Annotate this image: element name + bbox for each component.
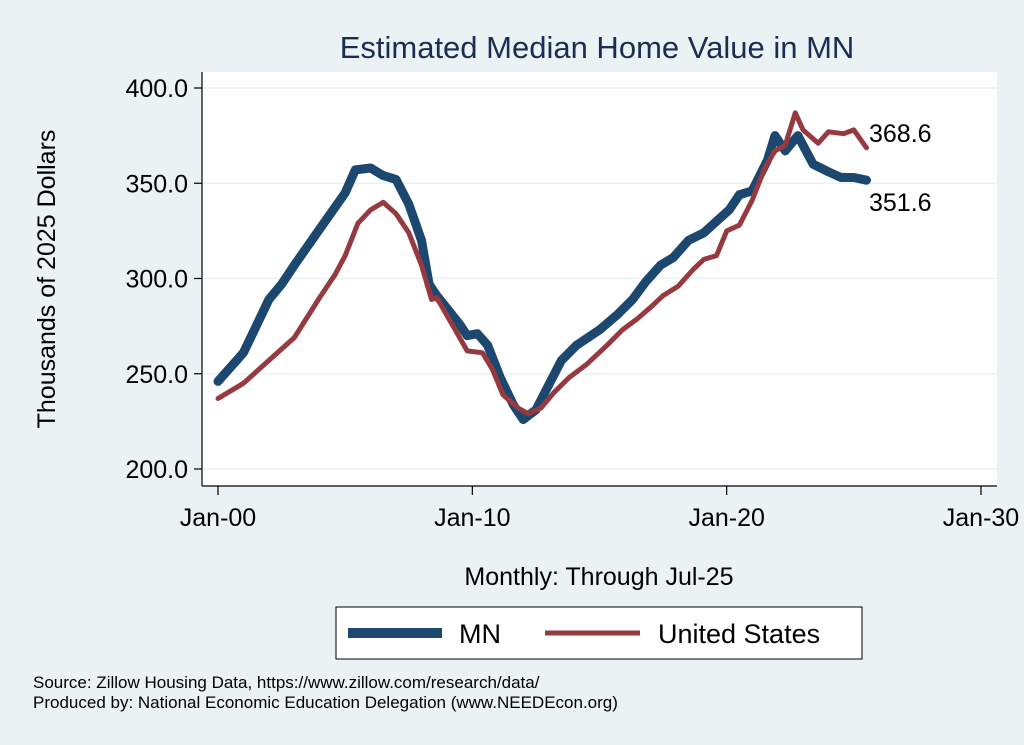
y-tick-label: 300.0 [125, 266, 188, 294]
series-line-us [215, 110, 869, 417]
x-axis-title: Monthly: Through Jul-25 [464, 563, 733, 591]
x-tick-label: Jan-20 [688, 504, 764, 532]
y-tick-label: 200.0 [125, 456, 188, 484]
series-line-mn [213, 131, 871, 424]
x-ticks: Jan-00 Jan-10 Jan-20 Jan-30 [180, 486, 1019, 532]
y-tick-label: 400.0 [125, 75, 188, 103]
x-tick-label: Jan-10 [434, 504, 510, 532]
series-layer [213, 110, 871, 424]
legend-label-mn: MN [459, 619, 501, 649]
source-note: Source: Zillow Housing Data, https://www… [33, 673, 540, 692]
footer: Source: Zillow Housing Data, https://www… [33, 673, 618, 713]
chart-title: Estimated Median Home Value in MN [340, 30, 855, 65]
y-axis-title: Thousands of 2025 Dollars [33, 130, 61, 429]
y-tick-label: 350.0 [125, 170, 188, 198]
x-tick-label: Jan-30 [943, 504, 1019, 532]
end-label-us: 368.6 [869, 120, 932, 148]
x-tick-label: Jan-00 [180, 504, 256, 532]
y-tick-label: 250.0 [125, 361, 188, 389]
legend: MN United States [335, 606, 863, 660]
producer-note: Produced by: National Economic Education… [33, 693, 618, 712]
legend-label-us: United States [658, 619, 820, 649]
y-ticks: 200.0 250.0 300.0 350.0 400.0 [125, 75, 202, 484]
end-label-mn: 351.6 [869, 189, 932, 217]
